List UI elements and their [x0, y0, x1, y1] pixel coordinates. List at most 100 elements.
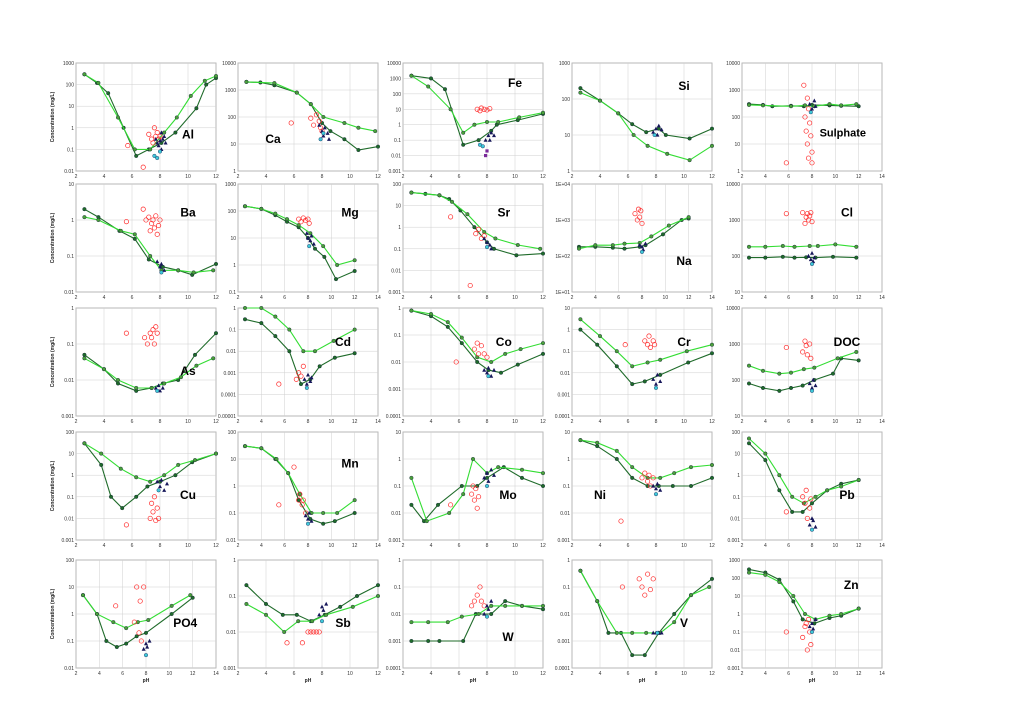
- sample-point-cyan: [321, 131, 326, 136]
- plot-frame: [571, 62, 713, 172]
- x-tick-label: 2: [402, 295, 405, 301]
- series-point: [777, 488, 782, 493]
- sample-point-navy: [158, 264, 162, 269]
- series-point: [763, 572, 768, 577]
- series-point: [710, 475, 715, 480]
- sample-point-navy: [145, 644, 150, 649]
- series-point: [761, 368, 766, 373]
- sample-point-cyan: [810, 527, 815, 532]
- sample-point-navy: [812, 98, 817, 103]
- series-point: [188, 593, 193, 598]
- y-tick-label: 1: [567, 558, 570, 564]
- x-tick-label: 2: [741, 295, 744, 301]
- sample-point-red: [141, 584, 147, 590]
- series-point: [687, 158, 692, 163]
- sample-point-cyan: [810, 261, 815, 266]
- y-axis-label: Concentration (mg/L): [50, 588, 56, 639]
- y-tick-label: 10: [68, 104, 74, 110]
- series-point: [595, 440, 600, 445]
- x-tick-label: 6: [283, 543, 286, 549]
- sample-point-red: [156, 223, 162, 229]
- x-tick-label: 6: [131, 295, 134, 301]
- series-point: [747, 255, 752, 260]
- series-point: [856, 358, 861, 363]
- series-point: [108, 494, 113, 499]
- y-tick-label: 10: [230, 236, 236, 242]
- sample-point-red: [136, 630, 142, 636]
- x-tick-label: 8: [307, 419, 310, 425]
- series-point: [338, 604, 343, 609]
- series-point: [461, 130, 466, 135]
- y-tick-label: 100: [732, 430, 741, 436]
- sample-point-navy: [303, 513, 308, 518]
- sample-point-red: [474, 592, 480, 598]
- x-tick-label: 2: [571, 671, 574, 677]
- sample-point-red: [652, 342, 658, 348]
- x-tick-label: 10: [833, 174, 839, 180]
- series-point: [630, 382, 635, 387]
- series-point: [259, 206, 264, 211]
- x-tick-label: 4: [599, 543, 602, 549]
- series-point: [376, 583, 381, 588]
- sample-point-red: [473, 486, 479, 492]
- series-point: [244, 583, 249, 588]
- series-point: [213, 451, 218, 456]
- series-point: [273, 334, 278, 339]
- y-tick-label: 0.01: [730, 648, 740, 654]
- y-tick-label: 0.1: [394, 484, 401, 490]
- series-point: [342, 120, 347, 125]
- series-point: [242, 306, 247, 311]
- sample-point-red: [123, 522, 129, 528]
- sample-point-red: [484, 354, 490, 360]
- series-point: [578, 90, 583, 95]
- sample-point-red: [802, 624, 808, 630]
- series-point: [803, 103, 808, 108]
- x-tick-label: 8: [811, 295, 814, 301]
- sample-point-navy: [486, 133, 491, 138]
- series-point: [496, 465, 501, 470]
- panel-mo: 2 4 6 8 10 12 0.001 0.01 0.1 1 10 Mo: [388, 430, 546, 549]
- sample-point-navy: [155, 479, 160, 484]
- x-axis-label: pH: [470, 678, 477, 684]
- series-point: [148, 253, 153, 258]
- sample-point-red: [808, 133, 814, 139]
- series-point: [630, 630, 635, 635]
- series-point: [541, 351, 546, 356]
- series-point: [146, 617, 151, 622]
- series-point: [321, 521, 326, 526]
- sample-point-navy: [656, 123, 661, 128]
- x-tick-label: 12: [540, 174, 546, 180]
- sample-point-red: [803, 620, 809, 626]
- y-tick-label: 0.00001: [218, 414, 236, 420]
- sample-point-red: [800, 210, 806, 216]
- series-point: [135, 620, 140, 625]
- x-tick-label: 8: [655, 174, 658, 180]
- x-tick-label: 12: [709, 671, 715, 677]
- series-point: [173, 473, 178, 478]
- y-tick-label: 10: [734, 452, 740, 458]
- series-point: [747, 102, 752, 107]
- sample-point-red: [276, 502, 282, 508]
- x-tick-label: 8: [321, 671, 324, 677]
- x-axis-label: pH: [639, 678, 646, 684]
- sample-point-red: [800, 634, 806, 640]
- series-point: [409, 308, 414, 313]
- sample-point-navy: [489, 598, 494, 603]
- sample-point-navy: [806, 253, 811, 258]
- series-line: [580, 92, 713, 161]
- sample-point-navy: [485, 240, 489, 244]
- y-tick-label: 0.1: [394, 585, 401, 591]
- series-point: [645, 143, 650, 148]
- series-point: [493, 236, 498, 241]
- x-tick-label: 2: [402, 174, 405, 180]
- sample-point-navy: [489, 246, 494, 251]
- x-tick-label: 10: [512, 174, 518, 180]
- sample-point-navy: [147, 638, 152, 643]
- series-point: [649, 234, 654, 239]
- series-point: [578, 568, 583, 573]
- panel-pb: 2 4 6 8 10 12 14 0.001 0.01 0.1 1 10 100 Pb: [727, 430, 885, 549]
- x-tick-label: 2: [75, 419, 78, 425]
- series-point: [777, 371, 782, 376]
- sample-point-red: [807, 505, 813, 511]
- panel-title: Sb: [335, 616, 350, 630]
